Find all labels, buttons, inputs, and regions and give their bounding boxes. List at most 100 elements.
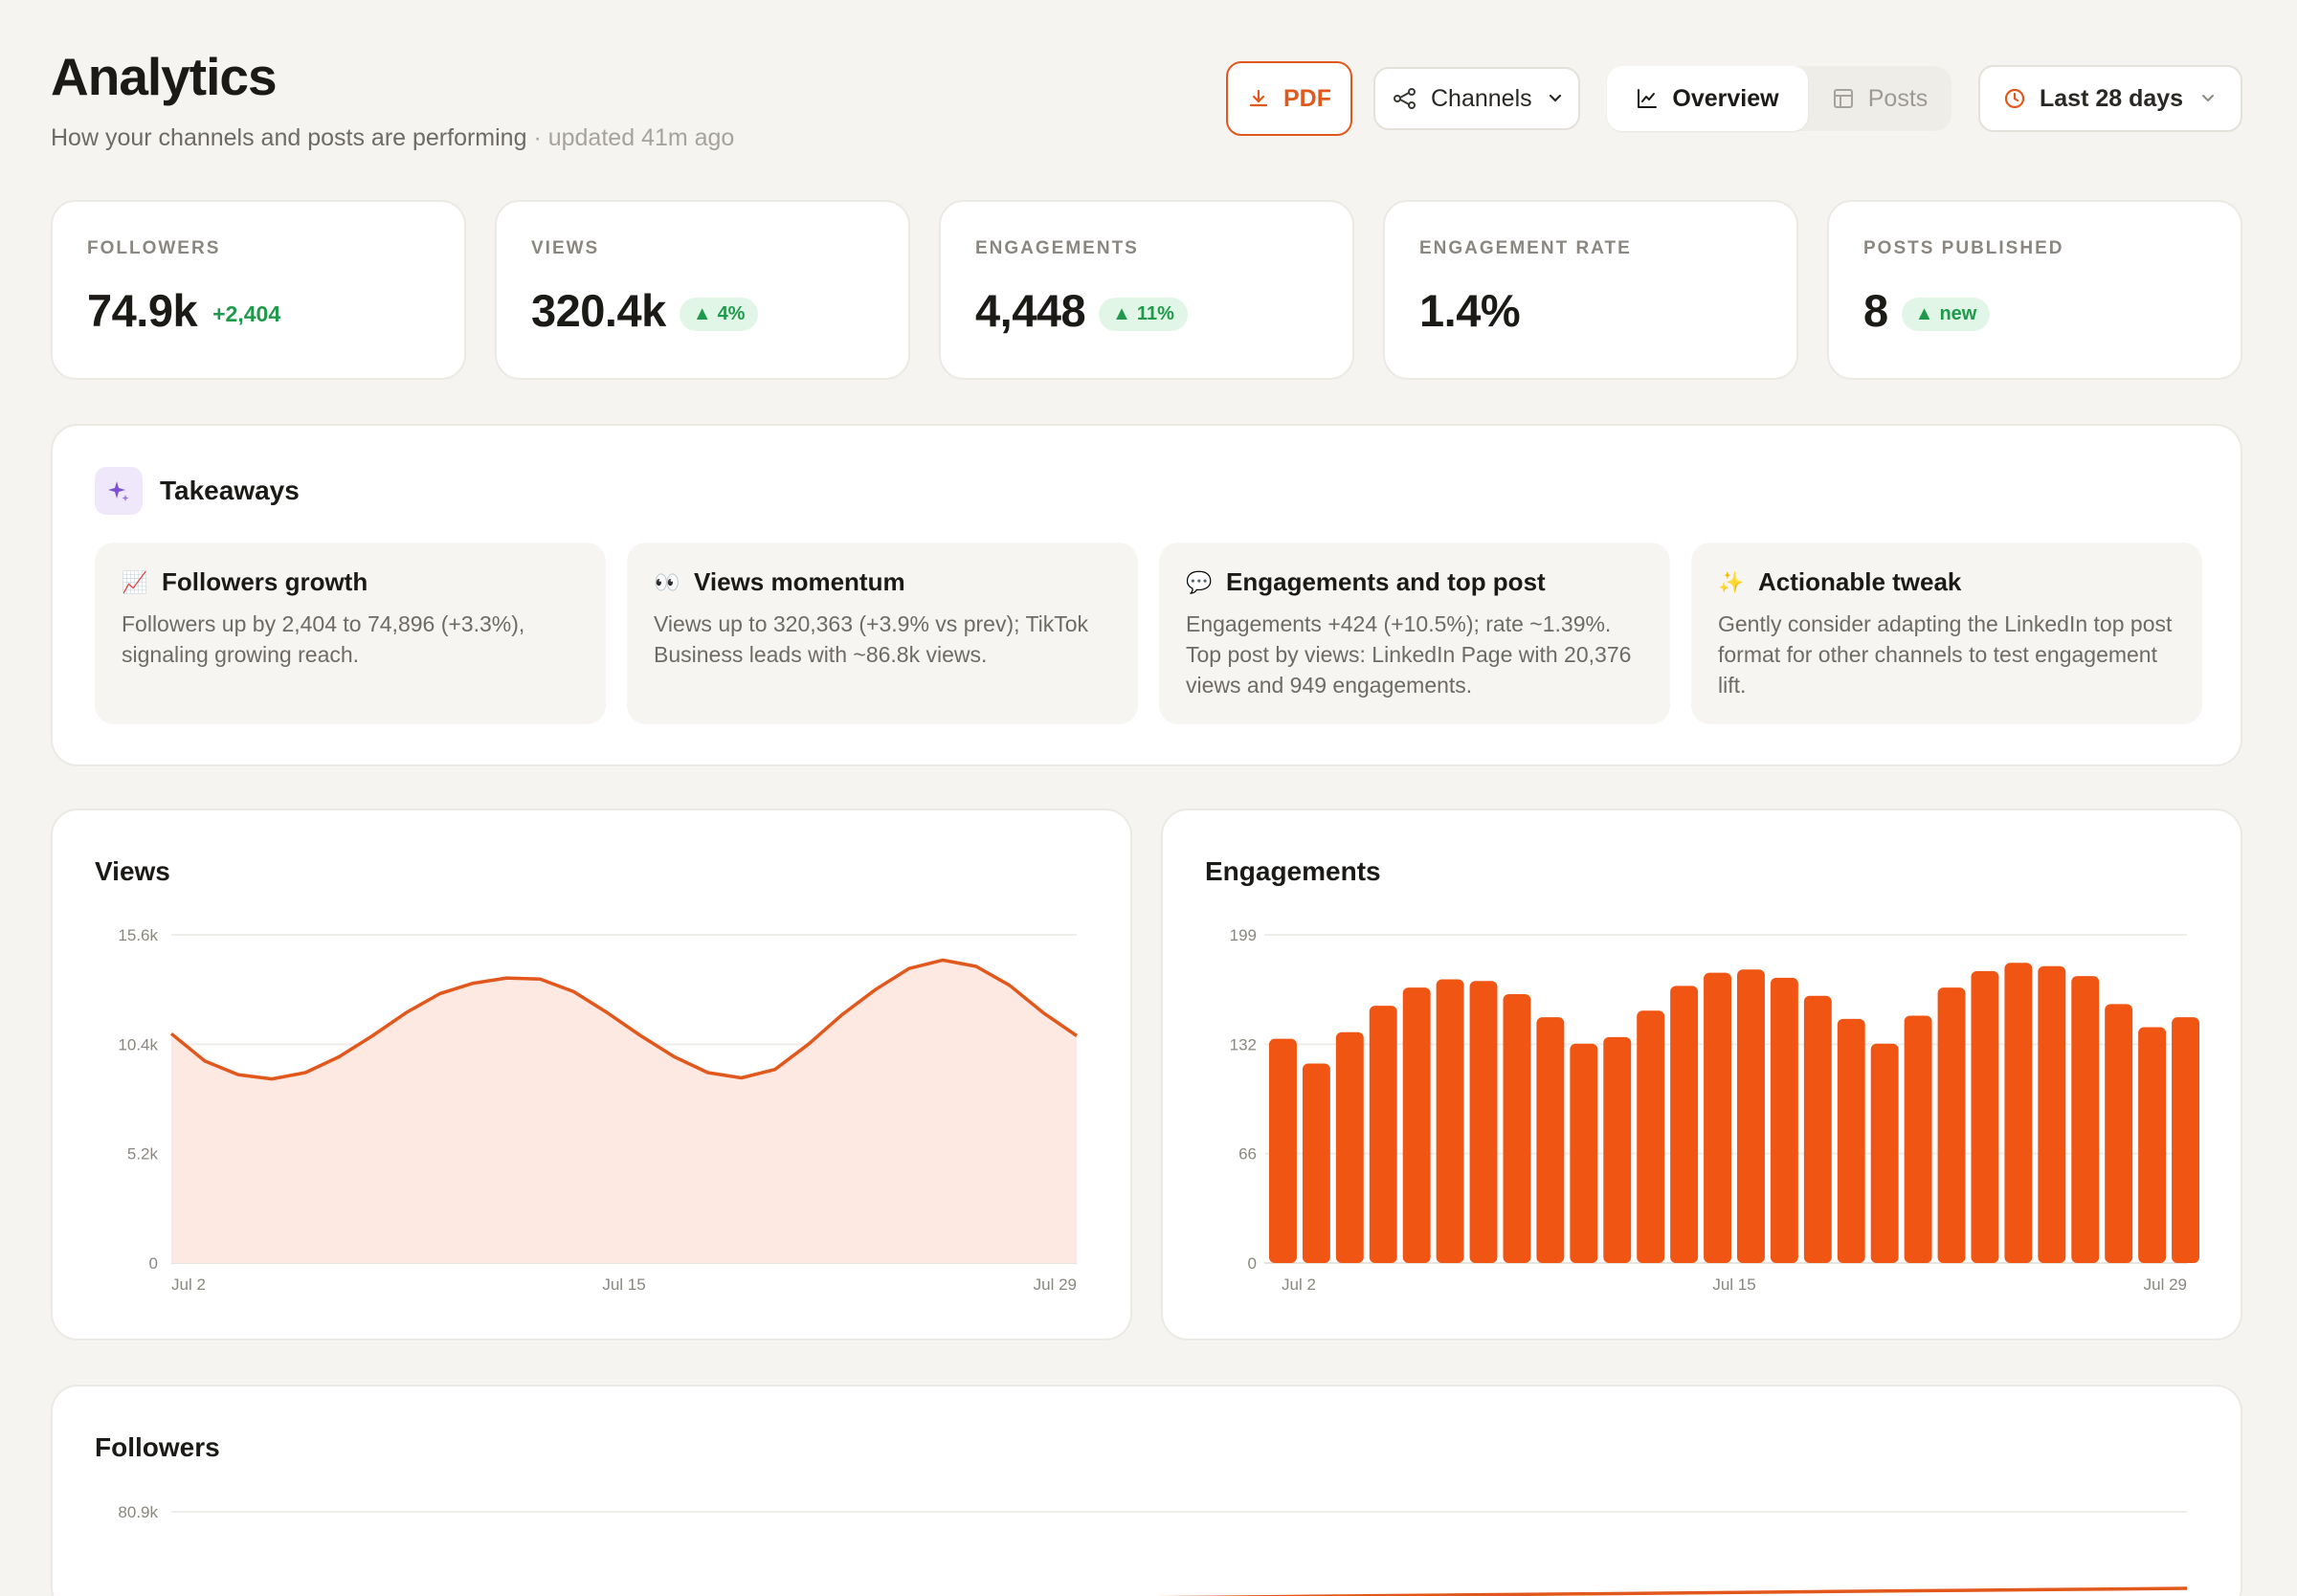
stat-value: 74.9k [87,285,198,336]
subtitle-text: How your channels and posts are performi… [51,124,527,151]
tab-overview[interactable]: Overview [1607,66,1808,131]
stat-delta-badge: ▲ new [1901,298,1991,331]
takeaway-card: 📈 Followers growth Followers up by 2,404… [95,543,606,724]
bar [2004,963,2033,1263]
takeaway-text: Views up to 320,363 (+3.9% vs prev); Tik… [654,611,1089,667]
takeaway-text: Gently consider adapting the LinkedIn to… [1718,611,2173,698]
takeaway-card: ✨ Actionable tweak Gently consider adapt… [1691,543,2202,724]
clock-icon [2003,87,2026,110]
bar [1737,969,1765,1263]
bar [1503,994,1531,1263]
y-tick-label: 132 [1230,1035,1257,1053]
stat-delta: new [1939,303,1977,324]
takeaways-panel: Takeaways 📈 Followers growth Followers u… [51,424,2242,766]
x-tick-label: Jul 2 [1282,1275,1316,1294]
bar [2071,976,2100,1263]
y-tick-label: 80.9k [118,1503,158,1521]
y-tick-label: 5.2k [127,1145,159,1164]
stat-delta-badge: ▲ 4% [679,298,759,331]
engagements-chart-panel: Engagements 0 66 132 199 Jul 2 Jul 15 Jul 29 [1161,809,2242,1341]
date-range-label: Last 28 days [2040,84,2184,112]
updated-timestamp: · updated 41m ago [533,124,735,151]
bar [2138,1027,2167,1263]
chevron-down-icon [1546,89,1565,108]
bar [1302,1063,1330,1263]
chevron-down-icon [2198,89,2218,108]
view-toggle: Overview Posts [1607,66,1951,131]
x-tick-label: Jul 29 [1034,1275,1077,1294]
takeaway-text: Engagements +424 (+10.5%); rate ~1.39%. … [1186,611,1632,698]
triangle-up-icon: ▲ [1914,303,1934,324]
triangle-up-icon: ▲ [692,303,712,324]
views-line [169,958,1078,1081]
channels-icon [1393,86,1417,111]
stat-value: 1.4% [1419,285,1521,336]
stat-delta: 4% [717,303,746,324]
views-chart-panel: Views 0 5.2k 10.4k 15.6k Jul 2 Jul 15 Jul 29 [51,809,1132,1341]
followers-line [1157,1586,2188,1596]
followers-chart: 80.9k [118,1503,2188,1596]
x-tick-label: Jul 29 [2144,1275,2187,1294]
bar [1570,1043,1598,1263]
chart-title: Followers [95,1432,220,1462]
eyes-icon: 👀 [654,569,680,594]
bar [1971,970,1999,1263]
stat-delta: +2,404 [212,301,281,326]
x-tick-label: Jul 2 [171,1275,206,1294]
download-icon [1247,87,1270,110]
stat-delta: 11% [1136,303,1174,324]
stat-card-engagement-rate: ENGAGEMENT RATE 1.4% [1383,200,1798,380]
toolbar: PDF Channels Overview Posts [1226,61,2242,136]
bar [1904,1015,1932,1263]
chart-title: Views [95,856,170,886]
views-chart: 0 5.2k 10.4k 15.6k Jul 2 Jul 15 Jul 29 [118,926,1078,1294]
bar [1704,972,1731,1263]
tab-posts[interactable]: Posts [1808,66,1951,131]
bar [1269,1038,1297,1263]
engagements-chart: 0 66 132 199 Jul 2 Jul 15 Jul 29 [1230,926,2199,1294]
bar [1603,1036,1632,1263]
bar [1402,987,1431,1263]
bar [1670,986,1699,1263]
stat-card-followers: FOLLOWERS 74.9k +2,404 [51,200,466,380]
y-tick-label: 10.4k [118,1035,158,1053]
takeaway-title: Engagements and top post [1226,567,1546,596]
triangle-up-icon: ▲ [1112,303,1131,324]
sparkle-icon [95,467,143,515]
pdf-download-button[interactable]: PDF [1226,61,1352,136]
bar [1469,981,1498,1263]
bar [1335,1031,1364,1263]
bar [1770,977,1798,1263]
x-tick-label: Jul 15 [1712,1275,1755,1294]
y-tick-label: 66 [1238,1145,1257,1164]
stat-cards: FOLLOWERS 74.9k +2,404 VIEWS 320.4k ▲ 4%… [51,200,2242,380]
takeaways-title: Takeaways [160,476,300,505]
sparkles-icon: ✨ [1718,569,1745,594]
bar [2105,1004,2133,1263]
y-tick-label: 0 [1248,1254,1257,1273]
bar [1837,1018,1865,1263]
bar [1637,1010,1665,1263]
speech-bubble-icon: 💬 [1186,569,1213,594]
stat-value: 8 [1863,285,1888,336]
x-tick-label: Jul 15 [602,1275,645,1294]
y-tick-label: 15.6k [118,926,158,944]
stat-card-engagements: ENGAGEMENTS 4,448 ▲ 11% [939,200,1354,380]
stat-label: ENGAGEMENT RATE [1419,238,1632,258]
page-subtitle: How your channels and posts are performi… [51,124,734,152]
bar [1803,995,1832,1263]
stat-card-views: VIEWS 320.4k ▲ 4% [495,200,910,380]
stat-card-posts-published: POSTS PUBLISHED 8 ▲ new [1827,200,2242,380]
date-range-dropdown[interactable]: Last 28 days [1978,65,2242,132]
takeaway-card: 💬 Engagements and top post Engagements +… [1159,543,1670,724]
channels-dropdown[interactable]: Channels [1373,67,1580,130]
stat-label: FOLLOWERS [87,238,221,258]
pdf-label: PDF [1283,84,1331,112]
tab-overview-label: Overview [1672,84,1779,112]
page-header: Analytics How your channels and posts ar… [51,46,2242,161]
y-tick-label: 0 [149,1254,158,1273]
bar [1369,1006,1397,1263]
channels-label: Channels [1431,84,1532,112]
chart-up-icon: 📈 [122,569,148,594]
stat-delta-badge: ▲ 11% [1099,298,1188,331]
